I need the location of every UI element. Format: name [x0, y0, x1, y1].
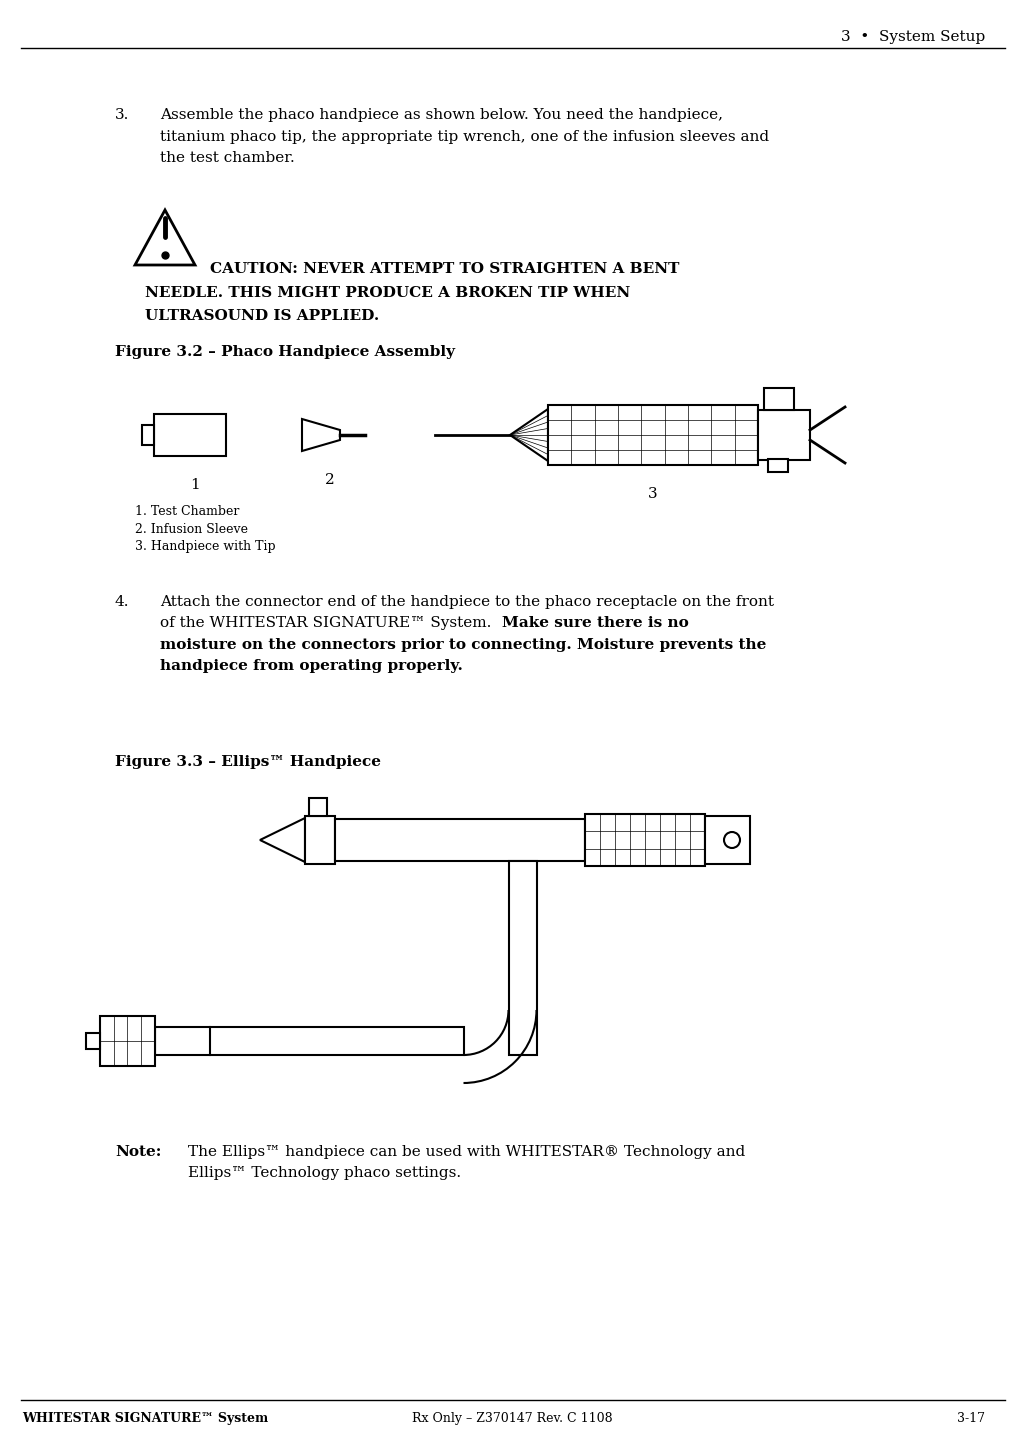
- FancyBboxPatch shape: [508, 862, 536, 1055]
- Text: 2: 2: [325, 473, 335, 487]
- Text: 3. Handpiece with Tip: 3. Handpiece with Tip: [135, 540, 276, 553]
- Text: ULTRASOUND IS APPLIED.: ULTRASOUND IS APPLIED.: [145, 310, 379, 323]
- Text: moisture on the connectors prior to connecting. Moisture prevents the: moisture on the connectors prior to conn…: [160, 638, 767, 651]
- FancyBboxPatch shape: [758, 411, 810, 460]
- Polygon shape: [510, 409, 548, 461]
- Text: NEEDLE. THIS MIGHT PRODUCE A BROKEN TIP WHEN: NEEDLE. THIS MIGHT PRODUCE A BROKEN TIP …: [145, 285, 630, 300]
- Text: 3-17: 3-17: [957, 1412, 985, 1425]
- Text: of the WHITESTAR SIGNATURE™ System.: of the WHITESTAR SIGNATURE™ System.: [160, 617, 496, 631]
- Text: 4.: 4.: [115, 595, 129, 610]
- FancyBboxPatch shape: [86, 1033, 100, 1049]
- Text: Rx Only – Z370147 Rev. C 1108: Rx Only – Z370147 Rev. C 1108: [412, 1412, 613, 1425]
- FancyBboxPatch shape: [142, 425, 154, 445]
- FancyBboxPatch shape: [585, 814, 705, 866]
- Text: CAUTION: NEVER ATTEMPT TO STRAIGHTEN A BENT: CAUTION: NEVER ATTEMPT TO STRAIGHTEN A B…: [210, 262, 680, 277]
- FancyBboxPatch shape: [309, 798, 327, 816]
- Text: 2. Infusion Sleeve: 2. Infusion Sleeve: [135, 523, 248, 536]
- FancyBboxPatch shape: [768, 460, 788, 473]
- Text: 3.: 3.: [115, 108, 129, 122]
- FancyBboxPatch shape: [155, 1027, 463, 1055]
- Text: 3  •  System Setup: 3 • System Setup: [840, 30, 985, 45]
- Polygon shape: [260, 818, 305, 862]
- FancyBboxPatch shape: [705, 816, 750, 865]
- Text: the test chamber.: the test chamber.: [160, 151, 295, 166]
- Text: Figure 3.3 – Ellips™ Handpiece: Figure 3.3 – Ellips™ Handpiece: [115, 755, 381, 769]
- Text: Assemble the phaco handpiece as shown below. You need the handpiece,: Assemble the phaco handpiece as shown be…: [160, 108, 723, 122]
- Polygon shape: [302, 419, 340, 451]
- Text: Make sure there is no: Make sure there is no: [502, 617, 689, 631]
- Text: 3: 3: [648, 487, 658, 501]
- Text: The Ellips™ handpiece can be used with WHITESTAR® Technology and: The Ellips™ handpiece can be used with W…: [188, 1146, 745, 1159]
- Text: WHITESTAR SIGNATURE™ System: WHITESTAR SIGNATURE™ System: [22, 1412, 269, 1425]
- Text: titanium phaco tip, the appropriate tip wrench, one of the infusion sleeves and: titanium phaco tip, the appropriate tip …: [160, 130, 769, 144]
- FancyBboxPatch shape: [100, 1016, 155, 1066]
- Text: Figure 3.2 – Phaco Handpiece Assembly: Figure 3.2 – Phaco Handpiece Assembly: [115, 344, 455, 359]
- FancyBboxPatch shape: [548, 405, 758, 465]
- Text: 1: 1: [190, 478, 200, 491]
- FancyBboxPatch shape: [305, 816, 335, 865]
- Text: handpiece from operating properly.: handpiece from operating properly.: [160, 660, 463, 673]
- Text: Attach the connector end of the handpiece to the phaco receptacle on the front: Attach the connector end of the handpiec…: [160, 595, 774, 610]
- Text: Note:: Note:: [115, 1146, 161, 1159]
- Text: Ellips™ Technology phaco settings.: Ellips™ Technology phaco settings.: [188, 1167, 461, 1180]
- FancyBboxPatch shape: [764, 388, 794, 411]
- FancyBboxPatch shape: [154, 414, 226, 455]
- Text: 1. Test Chamber: 1. Test Chamber: [135, 504, 240, 517]
- Circle shape: [724, 831, 740, 847]
- FancyBboxPatch shape: [335, 818, 585, 862]
- Polygon shape: [135, 210, 195, 265]
